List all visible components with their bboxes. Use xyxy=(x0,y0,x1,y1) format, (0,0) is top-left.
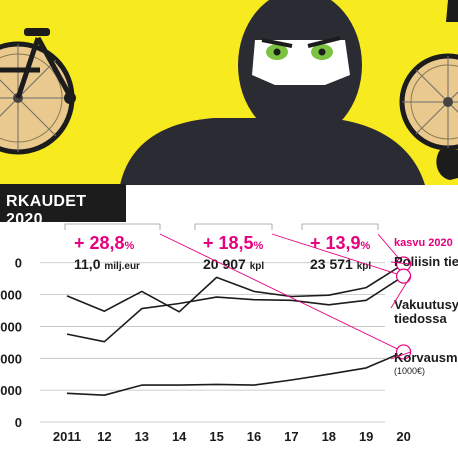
annotation-bracket xyxy=(194,223,273,230)
label-connector xyxy=(390,261,411,265)
bike-thief-illustration xyxy=(0,0,458,185)
x-tick-label: 12 xyxy=(97,429,111,444)
series-line-1 xyxy=(66,263,405,313)
growth-percent-label: + 28,8% xyxy=(74,233,135,253)
growth-percent-label: + 13,9% xyxy=(310,233,371,253)
title-band: RKAUDET 2020 xyxy=(0,184,126,228)
y-tick-label: 0 xyxy=(15,415,22,430)
annotation-connector xyxy=(159,233,404,353)
series-line-3 xyxy=(66,351,404,396)
series-label: Poliisin tie xyxy=(394,254,458,269)
series-label-line2: tiedossa xyxy=(394,311,448,326)
label-connector xyxy=(390,275,411,309)
x-tick-label: 13 xyxy=(135,429,149,444)
x-tick-label: 19 xyxy=(359,429,373,444)
left-bicycle-icon xyxy=(0,28,76,155)
series-end-marker xyxy=(396,268,412,284)
x-tick-label: 15 xyxy=(209,429,223,444)
annotation-connector xyxy=(271,233,404,277)
series-unit-note: (1000€) xyxy=(394,366,425,376)
hero-illustration xyxy=(0,0,458,185)
annotation-bracket xyxy=(64,223,161,230)
x-tick-label: 18 xyxy=(322,429,336,444)
masked-thief-icon xyxy=(120,0,425,185)
label-connector xyxy=(390,351,411,360)
x-tick-label: 2011 xyxy=(53,429,81,444)
x-tick-label: 17 xyxy=(284,429,298,444)
growth-legend-label: kasvu 2020 xyxy=(394,237,453,249)
x-tick-label: 14 xyxy=(172,429,187,444)
series-label: Korvausmä xyxy=(394,350,458,365)
right-bicycle-wheel-icon xyxy=(399,0,458,180)
series-line-2 xyxy=(66,275,405,343)
page-title: RKAUDET 2020 xyxy=(6,193,87,228)
y-tick-label: 0 xyxy=(15,256,22,271)
x-tick-label: 16 xyxy=(247,429,261,444)
line-chart: 0000000000000000002011121314151617181920… xyxy=(0,223,458,444)
annual-value-label: 23 571 kpl xyxy=(310,256,371,272)
series-label: Vakuutusy xyxy=(394,297,458,312)
annual-value-label: 11,0 milj.eur xyxy=(74,256,140,272)
growth-percent-label: + 18,5% xyxy=(203,233,264,253)
annotation-bracket xyxy=(301,223,379,230)
x-tick-label: 20 xyxy=(396,429,410,444)
